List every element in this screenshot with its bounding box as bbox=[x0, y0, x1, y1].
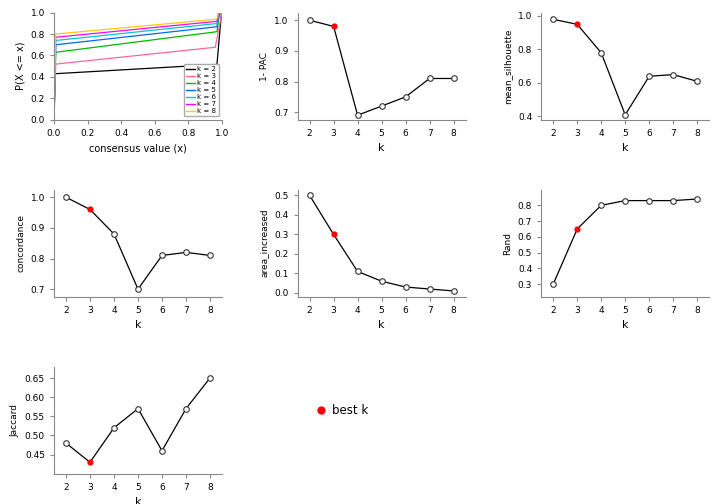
Y-axis label: P(X <= x): P(X <= x) bbox=[15, 42, 25, 91]
Y-axis label: area_increased: area_increased bbox=[260, 209, 269, 278]
X-axis label: k: k bbox=[622, 144, 629, 153]
Y-axis label: mean_silhouette: mean_silhouette bbox=[503, 28, 512, 104]
X-axis label: k: k bbox=[135, 497, 141, 504]
Legend: k = 2, k = 3, k = 4, k = 5, k = 6, k = 7, k = 8: k = 2, k = 3, k = 4, k = 5, k = 6, k = 7… bbox=[184, 64, 219, 116]
Y-axis label: Jaccard: Jaccard bbox=[10, 404, 19, 436]
X-axis label: k: k bbox=[378, 144, 385, 153]
Legend: best k: best k bbox=[312, 399, 373, 422]
Y-axis label: 1- PAC: 1- PAC bbox=[260, 52, 269, 81]
X-axis label: k: k bbox=[135, 321, 141, 331]
X-axis label: k: k bbox=[378, 321, 385, 331]
X-axis label: k: k bbox=[622, 321, 629, 331]
Y-axis label: concordance: concordance bbox=[16, 214, 25, 272]
Y-axis label: Rand: Rand bbox=[503, 232, 512, 255]
X-axis label: consensus value (x): consensus value (x) bbox=[89, 144, 187, 153]
